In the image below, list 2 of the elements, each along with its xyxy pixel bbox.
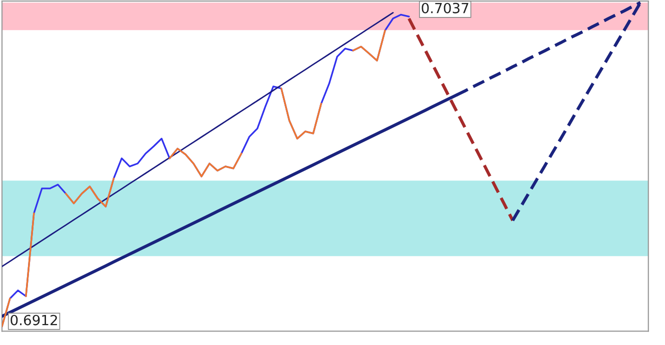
- annotation: 0.6912: [10, 314, 57, 326]
- annotation: 0.7037: [422, 2, 468, 14]
